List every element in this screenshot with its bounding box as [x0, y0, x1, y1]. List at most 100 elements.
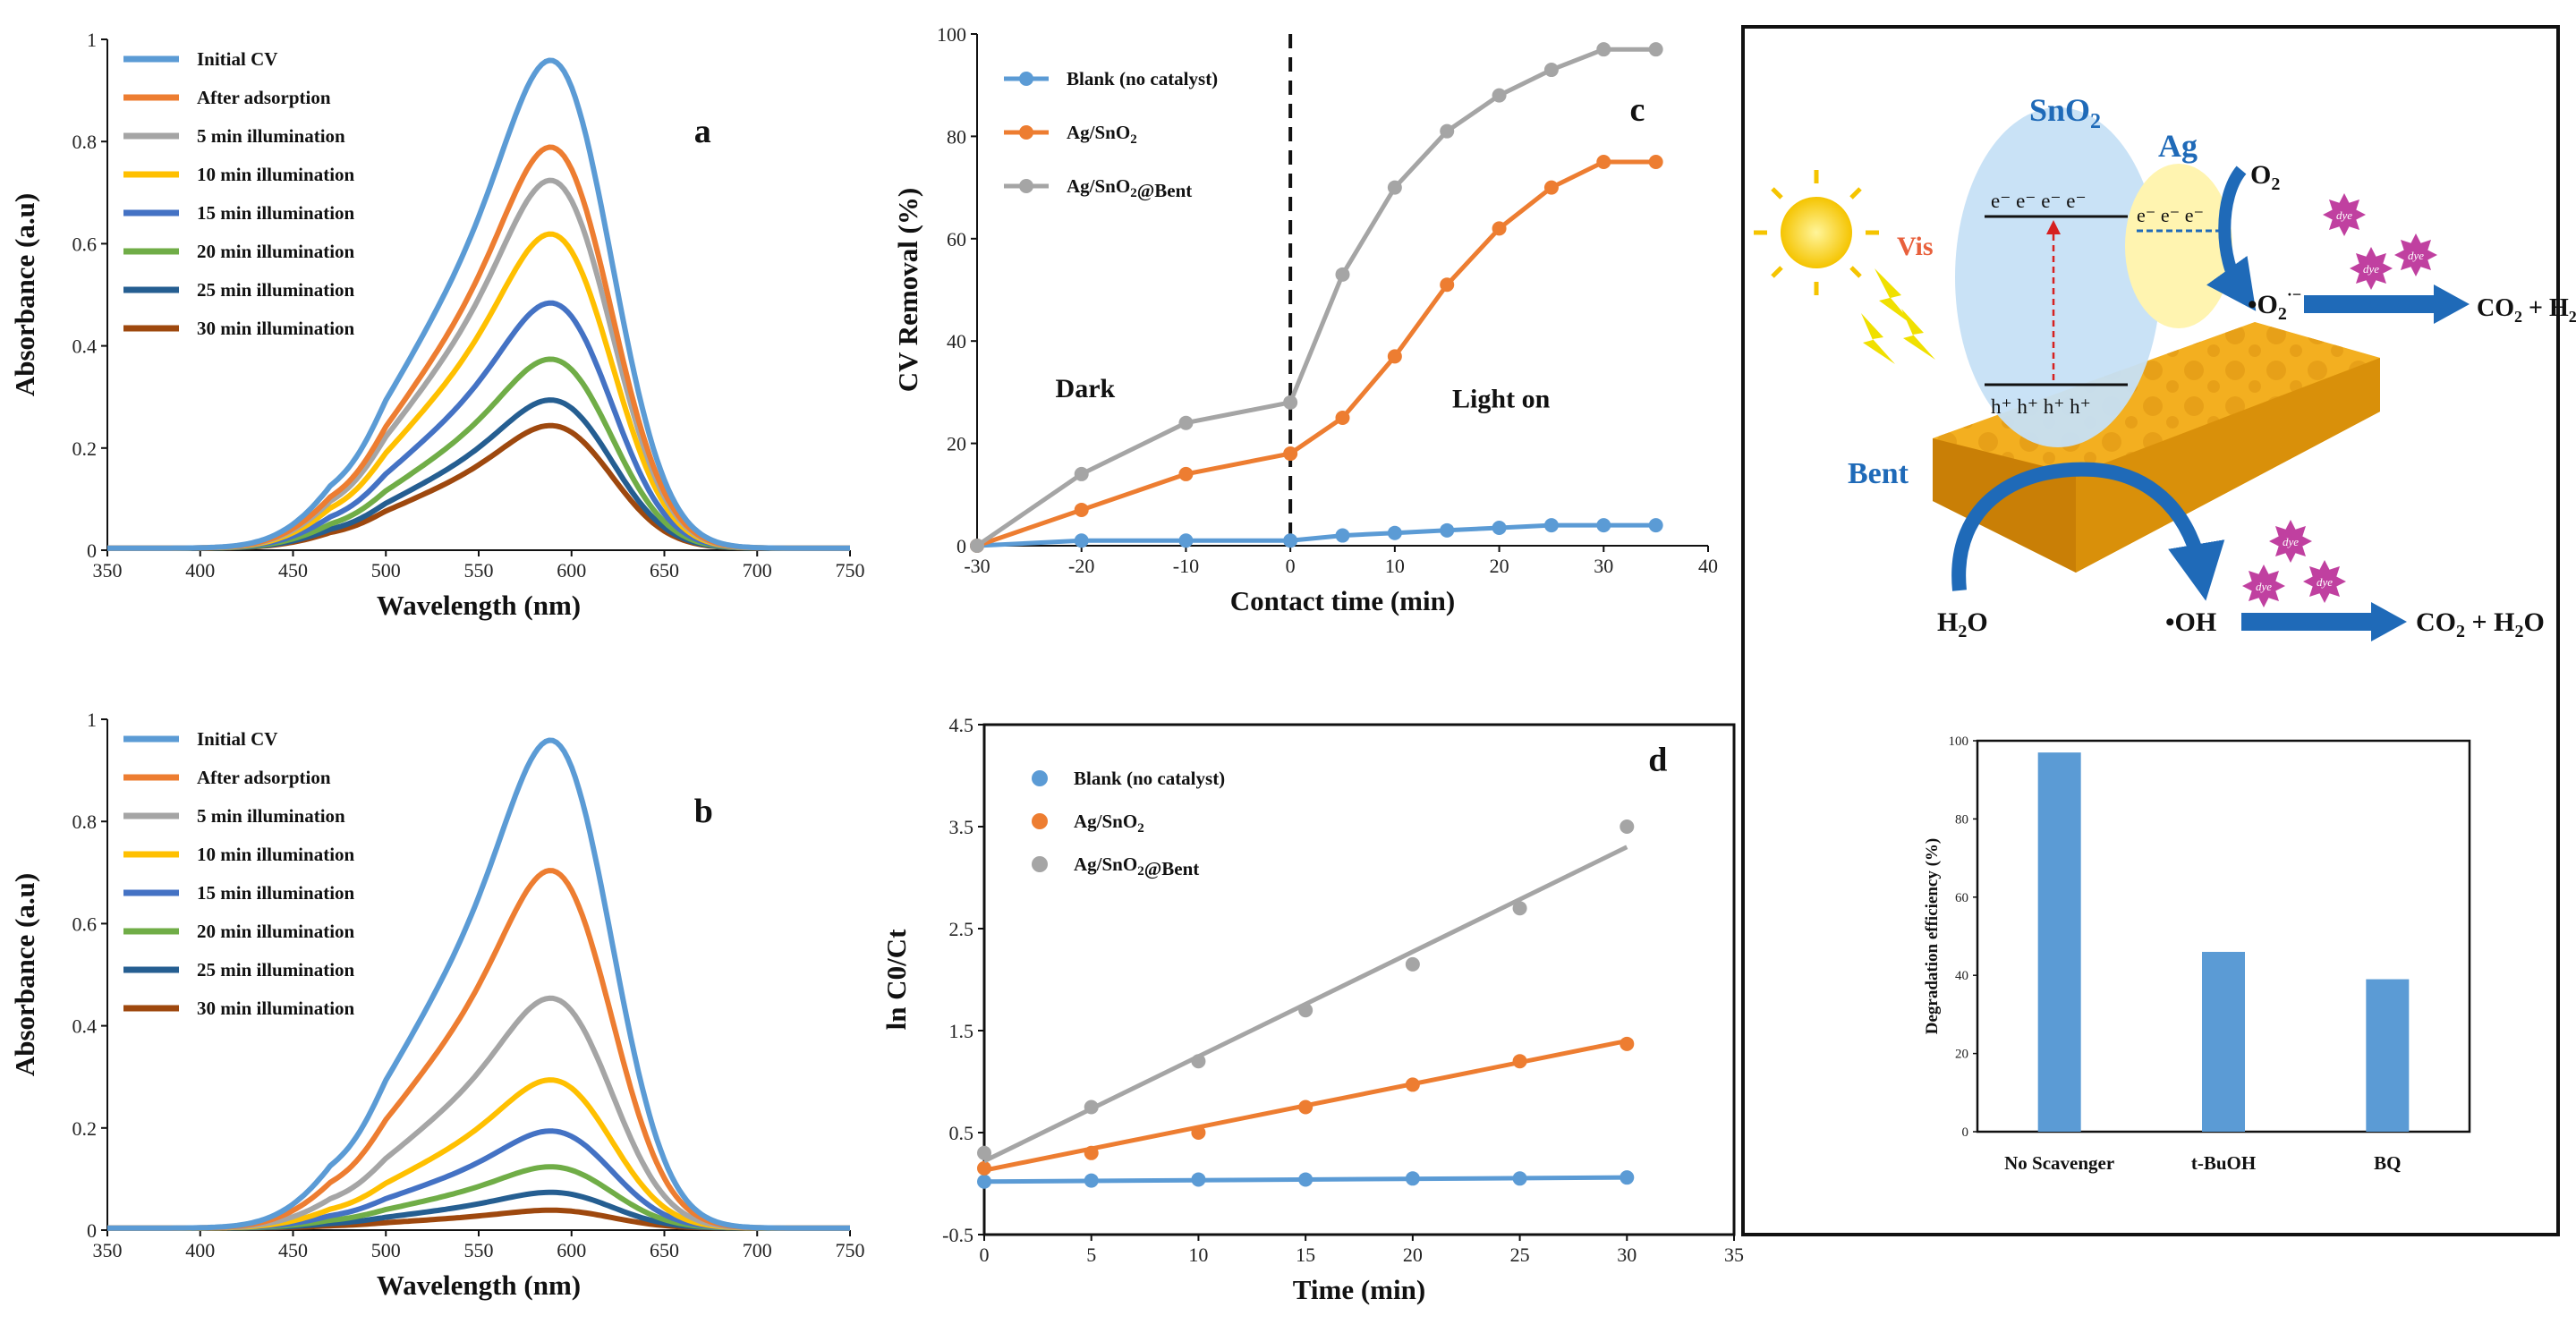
- data-point: [1335, 528, 1350, 543]
- y-tick-label: 1: [87, 29, 97, 51]
- x-tick-label: 15: [1296, 1244, 1315, 1266]
- legend-label: Ag/SnO2: [1067, 122, 1137, 147]
- data-point: [977, 1174, 991, 1189]
- data-point: [1298, 1003, 1314, 1018]
- sno2-label: SnO2: [2029, 92, 2101, 133]
- data-point: [1387, 349, 1402, 364]
- data-point: [1191, 1054, 1206, 1069]
- y-tick-label: 0: [87, 539, 97, 562]
- y-axis-label: Absorbance (a.u): [9, 873, 40, 1076]
- legend-marker: [1019, 125, 1033, 140]
- x-tick-label: 10: [1188, 1244, 1208, 1266]
- y-tick-label: 4.5: [949, 714, 974, 736]
- legend-label: 10 min illumination: [197, 164, 355, 185]
- data-point: [1405, 956, 1420, 972]
- panel-letter: d: [1648, 741, 1667, 778]
- x-tick-label: 35: [1724, 1244, 1744, 1266]
- x-tick-label: 600: [557, 559, 586, 582]
- data-point: [1492, 88, 1507, 103]
- data-point: [1074, 502, 1089, 517]
- legend-label: 5 min illumination: [197, 805, 345, 827]
- panel-d-kinetics: 0 5 10 15 20 25 30 35 -0.5 0.5 1.5 2.5 3.5 4.5 Time (m…: [880, 714, 1744, 1305]
- y-tick-label: 100: [937, 23, 966, 46]
- data-point: [1074, 533, 1089, 548]
- legend-label: 20 min illumination: [197, 921, 355, 942]
- electrons-label: e⁻ e⁻ e⁻ e⁻: [1991, 190, 2087, 212]
- legend-label: After adsorption: [197, 87, 331, 108]
- x-tick-label: 650: [650, 1239, 679, 1261]
- y-tick-label: 1: [87, 709, 97, 731]
- spectrum-line: [107, 57, 850, 551]
- spectrum-line: [107, 1164, 850, 1231]
- dye-icon: dye: [2269, 520, 2312, 563]
- x-tick-label: 40: [1698, 555, 1718, 577]
- legend-marker: [1032, 770, 1048, 786]
- dye-label: dye: [2256, 580, 2272, 593]
- data-point: [1648, 155, 1663, 169]
- y-tick-label: 0.8: [72, 131, 98, 153]
- data-point: [1596, 42, 1611, 57]
- category-label: t-BuOH: [2191, 1152, 2256, 1174]
- x-tick-label: 550: [464, 559, 494, 582]
- y-tick-label: 20: [947, 433, 966, 455]
- legend-label: Initial CV: [197, 48, 277, 70]
- data-point: [1543, 63, 1559, 78]
- panel-b-spectra: 350 400 450 500 550 600 650 700 750 0 0.2 0.4 0.6 0.8…: [9, 709, 865, 1301]
- y-tick-label: 80: [1955, 812, 1968, 827]
- data-point: [1387, 180, 1402, 195]
- dye-label: dye: [2363, 262, 2379, 276]
- data-point: [1283, 533, 1298, 548]
- x-tick-label: 25: [1510, 1244, 1530, 1266]
- data-point: [1512, 1054, 1527, 1069]
- data-point: [1084, 1100, 1099, 1115]
- panel-letter: c: [1629, 91, 1645, 129]
- y-tick-label: 80: [947, 125, 966, 148]
- dark-annotation: Dark: [1056, 374, 1116, 403]
- y-tick-label: 2.5: [949, 918, 974, 940]
- scavenger-bar-chart: 0 20 40 60 80 100 No Scavenger t-BuOH BQ Degradat…: [1923, 734, 2471, 1174]
- holes-label: h⁺ h⁺ h⁺ h⁺: [1991, 395, 2091, 418]
- y-tick-label: 60: [947, 228, 966, 250]
- legend-label: 25 min illumination: [197, 279, 355, 301]
- x-tick-label: 750: [836, 559, 865, 582]
- superoxide-label: •O2·−: [2248, 285, 2301, 324]
- x-tick-label: 20: [1403, 1244, 1423, 1266]
- spectrum-line: [107, 177, 850, 551]
- bar: [2202, 951, 2245, 1132]
- legend-label: Ag/SnO2@Bent: [1074, 853, 1199, 879]
- x-tick-label: 5: [1086, 1244, 1096, 1266]
- category-label: BQ: [2374, 1152, 2401, 1174]
- y-axis-label: ln C0/Ct: [880, 929, 912, 1030]
- dye-icon: dye: [2303, 560, 2346, 603]
- dye-star: [2350, 247, 2393, 290]
- co2-h2o-label: CO2 + H2O: [2416, 607, 2545, 641]
- legend-label: 30 min illumination: [197, 998, 355, 1019]
- x-tick-label: 550: [464, 1239, 494, 1261]
- data-point: [1620, 819, 1635, 834]
- data-point: [1084, 1145, 1099, 1160]
- x-tick-label: 30: [1594, 555, 1613, 577]
- y-axis-label: Degradation efficiency (%): [1923, 838, 1942, 1035]
- bent-label: Bent: [1848, 457, 1909, 490]
- dye-star: [2394, 233, 2437, 276]
- dye-icon: dye: [2394, 233, 2437, 276]
- category-label: No Scavenger: [2004, 1152, 2114, 1174]
- data-point: [1084, 1173, 1099, 1188]
- data-point: [1283, 395, 1298, 410]
- y-tick-label: 0.4: [72, 1015, 98, 1038]
- dye-label: dye: [2283, 535, 2299, 548]
- x-tick-label: 700: [743, 1239, 772, 1261]
- x-tick-label: 450: [278, 559, 308, 582]
- data-point: [1648, 518, 1663, 533]
- x-axis-label: Time (min): [1293, 1274, 1425, 1305]
- y-tick-label: 3.5: [949, 816, 974, 838]
- x-tick-label: 650: [650, 559, 679, 582]
- spectrum-line: [107, 422, 850, 551]
- y-tick-label: -0.5: [942, 1224, 973, 1246]
- legend-label: Blank (no catalyst): [1074, 768, 1225, 789]
- data-point: [1298, 1172, 1314, 1187]
- x-tick-label: 30: [1617, 1244, 1637, 1266]
- dye-molecules-top: dye dye dye: [2323, 193, 2437, 290]
- bar: [2366, 979, 2410, 1132]
- ag-label: Ag: [2158, 128, 2198, 164]
